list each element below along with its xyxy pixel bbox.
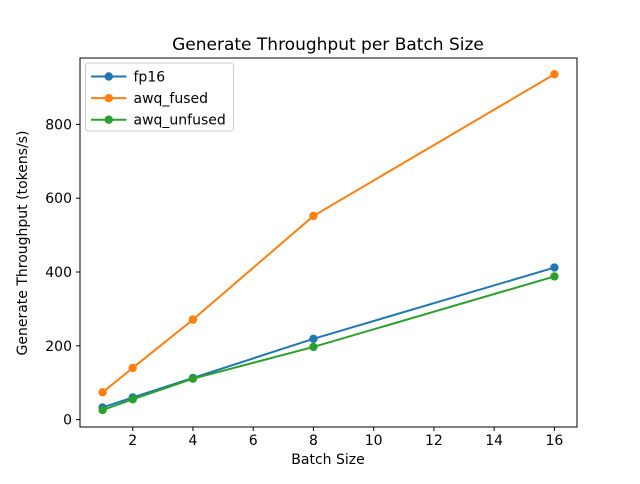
y-tick-label: 400 xyxy=(45,265,72,281)
y-tick-label: 0 xyxy=(63,413,72,429)
data-point-awq_fused-bs1 xyxy=(98,388,107,397)
data-point-awq_fused-bs2 xyxy=(128,363,137,373)
series-line-awq_unfused xyxy=(101,275,556,412)
y-tick-label: 800 xyxy=(45,117,72,133)
data-point-awq_unfused-bs8 xyxy=(309,342,318,352)
axes-layer: 2 4 6 8 10 12 14 16 0 200 400 600 800 xyxy=(45,57,578,449)
data-point-fp16-bs16 xyxy=(550,263,559,272)
legend-box xyxy=(85,62,234,132)
y-tick-label: 600 xyxy=(45,191,72,207)
chart-title: Generate Throughput per Batch Size xyxy=(172,35,484,55)
data-point-awq_fused-bs4 xyxy=(188,315,198,324)
legend-label-awq_fused: awq_fused xyxy=(134,91,209,107)
data-point-awq_unfused-bs2 xyxy=(128,395,137,404)
data-point-awq_fused-bs16 xyxy=(550,70,559,79)
x-tick-label: 14 xyxy=(485,433,503,449)
data-point-awq_fused-bs8 xyxy=(309,211,318,221)
x-axis-label: Batch Size xyxy=(291,452,364,468)
x-tick-label: 8 xyxy=(309,433,318,449)
y-tick-label: 200 xyxy=(45,339,72,355)
x-tick-label: 2 xyxy=(128,433,137,449)
data-point-awq_unfused-bs4 xyxy=(188,374,198,383)
legend-label-fp16: fp16 xyxy=(134,70,166,86)
data-point-fp16-bs8 xyxy=(309,334,318,344)
legend-marker-awq_fused xyxy=(104,93,113,103)
x-tick-label: 4 xyxy=(188,433,197,449)
legend-marker-fp16 xyxy=(104,72,113,81)
series-layer xyxy=(98,70,559,415)
plot-area-border xyxy=(79,57,578,428)
x-tick-label: 12 xyxy=(425,433,443,449)
legend-label-awq_unfused: awq_unfused xyxy=(134,113,226,129)
data-point-awq_unfused-bs1 xyxy=(98,405,107,415)
legend: fp16 awq_fused awq_unfused xyxy=(85,62,234,132)
legend-marker-awq_unfused xyxy=(104,115,113,124)
y-axis-label: Generate Throughput (tokens/s) xyxy=(15,131,31,356)
x-tick-label: 16 xyxy=(545,433,563,449)
data-point-awq_unfused-bs16 xyxy=(550,272,559,281)
x-tick-label: 6 xyxy=(249,433,258,449)
x-tick-label: 10 xyxy=(365,433,383,449)
